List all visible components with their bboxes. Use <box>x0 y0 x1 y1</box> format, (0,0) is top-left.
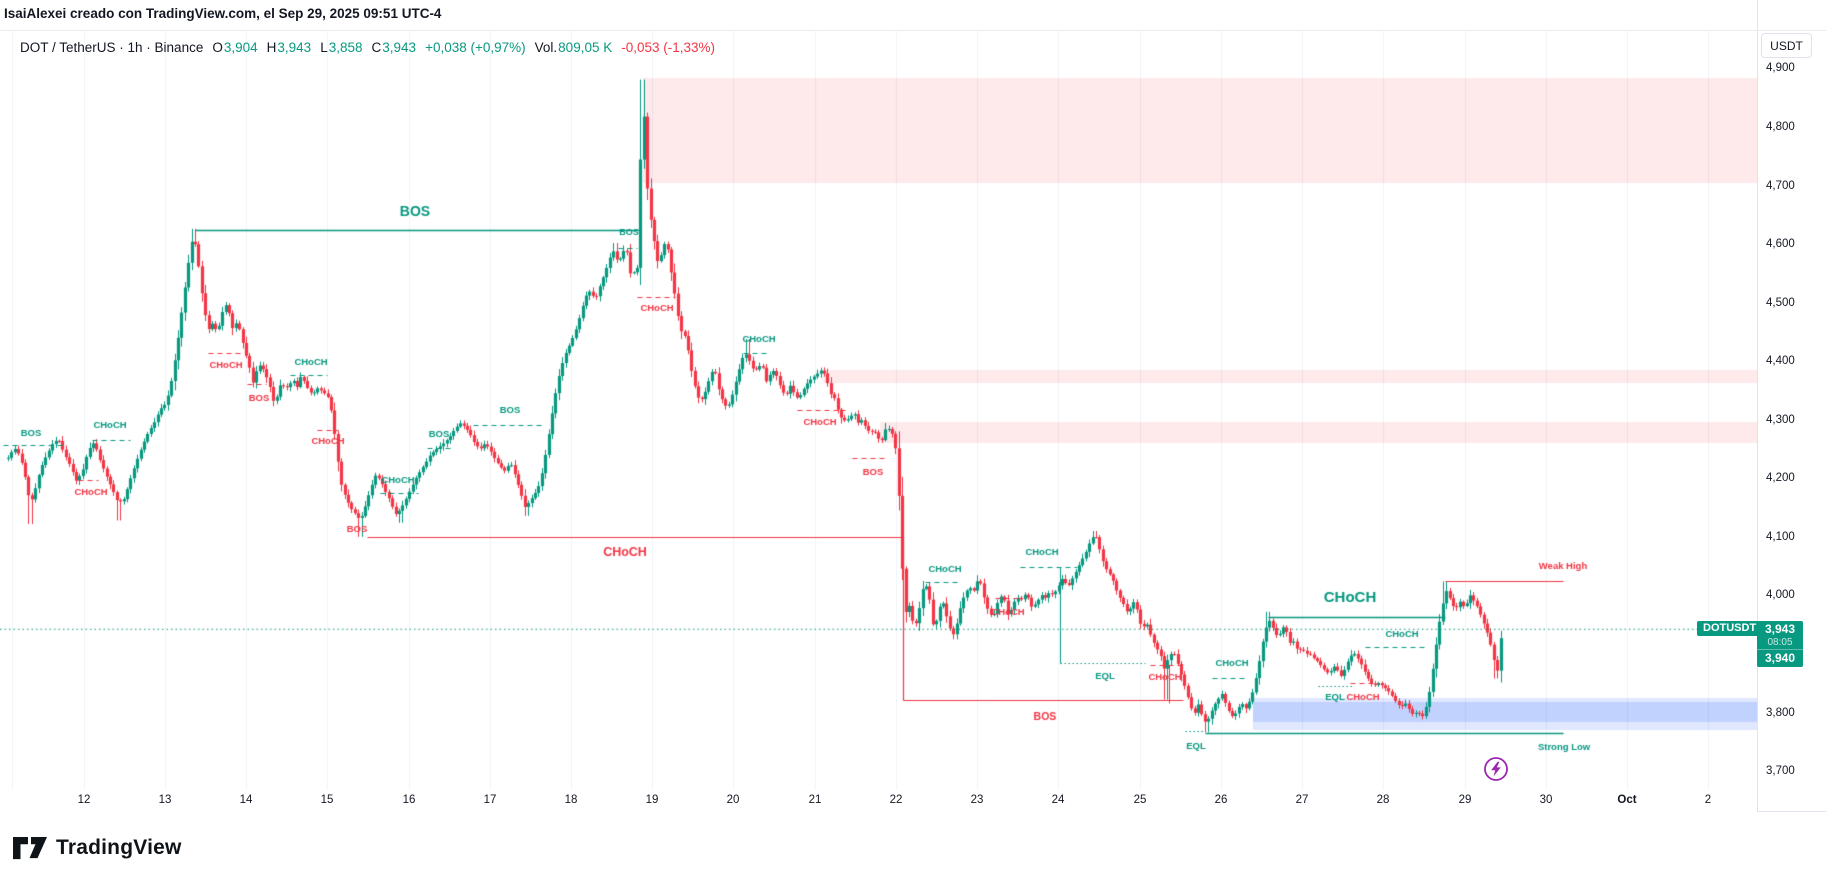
change-value: +0,038 (+0,97%) <box>425 40 526 55</box>
time-axis-label: 21 <box>808 794 822 806</box>
price-axis-label: 4,300 <box>1766 413 1795 426</box>
time-axis-label: 25 <box>1133 794 1147 806</box>
time-axis-label: 29 <box>1458 794 1472 806</box>
tradingview-brand[interactable]: TradingView <box>13 836 182 860</box>
lightning-bolt-icon[interactable] <box>1483 756 1509 782</box>
footer: TradingView <box>0 812 1826 880</box>
time-axis-label: 14 <box>239 794 253 806</box>
time-axis-label: 22 <box>889 794 903 806</box>
time-axis-label: 18 <box>564 794 578 806</box>
price-axis-label: 4,900 <box>1766 62 1795 75</box>
attribution-text: IsaiAlexei creado con TradingView.com, e… <box>4 6 442 21</box>
time-axis-label: 24 <box>1051 794 1065 806</box>
time-axis-label: 17 <box>483 794 497 806</box>
symbol-legend[interactable]: DOT / TetherUS · 1h · Binance O 3,904 H 3,… <box>20 40 715 55</box>
symbol-description[interactable]: DOT / TetherUS · 1h · Binance <box>20 40 204 55</box>
time-axis-label: 27 <box>1295 794 1309 806</box>
price-axis-label: 4,100 <box>1766 530 1795 543</box>
high-value: H 3,943 <box>266 40 312 55</box>
price-axis-label: 3,800 <box>1766 706 1795 719</box>
price-axis[interactable]: USDT 3,943 08:05 3,940 4,900 4,800 4,700 4,… <box>1757 0 1826 812</box>
current-price-label-stack: 3,943 08:05 3,940 <box>1757 620 1803 667</box>
price-axis-label: 4,500 <box>1766 296 1795 309</box>
price-axis-label: 4,800 <box>1766 121 1795 133</box>
volume-change-value: -0,053 (-1,33%) <box>621 40 716 55</box>
bar-countdown-label: 08:05 <box>1767 636 1793 648</box>
time-axis-label: 19 <box>645 794 659 806</box>
close-value: C 3,943 <box>371 40 417 55</box>
price-axis-label: 4,000 <box>1766 589 1795 602</box>
time-axis-label: 28 <box>1376 794 1390 806</box>
price-axis-label: 4,600 <box>1766 238 1795 251</box>
time-axis-label: 26 <box>1214 794 1228 806</box>
time-axis-label: 30 <box>1539 794 1553 806</box>
price-chart-canvas[interactable] <box>0 0 1757 812</box>
time-axis-label: 15 <box>320 794 334 806</box>
low-value: L 3,858 <box>320 40 363 55</box>
secondary-price-label: 3,940 <box>1757 648 1803 667</box>
price-axis-label: 3,700 <box>1766 765 1795 778</box>
time-axis-label: 13 <box>158 794 172 806</box>
price-axis-label: 4,700 <box>1766 179 1795 192</box>
time-axis-label: 12 <box>77 794 91 806</box>
price-line-symbol-tag: DOTUSDT <box>1697 621 1763 637</box>
pane-divider <box>0 30 1826 31</box>
currency-unit-button[interactable]: USDT <box>1761 33 1812 58</box>
price-axis-label: 4,200 <box>1766 472 1795 485</box>
time-axis-label: 20 <box>726 794 740 806</box>
price-axis-label: 4,400 <box>1766 355 1795 368</box>
current-price-label: 3,943 <box>1764 621 1796 636</box>
time-axis-label: Oct <box>1617 794 1637 806</box>
time-axis[interactable]: 12 13 14 15 16 17 18 19 20 21 22 23 24 25 26 27 28 29 30 Oc… <box>0 790 1757 813</box>
tradingview-logo-text: TradingView <box>56 836 182 859</box>
time-axis-label: 23 <box>970 794 984 806</box>
time-axis-label: 16 <box>402 794 416 806</box>
open-value: O 3,904 <box>212 40 258 55</box>
tradingview-logo-icon <box>13 836 47 859</box>
volume-value: Vol. 809,05 K <box>534 40 613 55</box>
time-axis-label: 2 <box>1704 794 1712 806</box>
